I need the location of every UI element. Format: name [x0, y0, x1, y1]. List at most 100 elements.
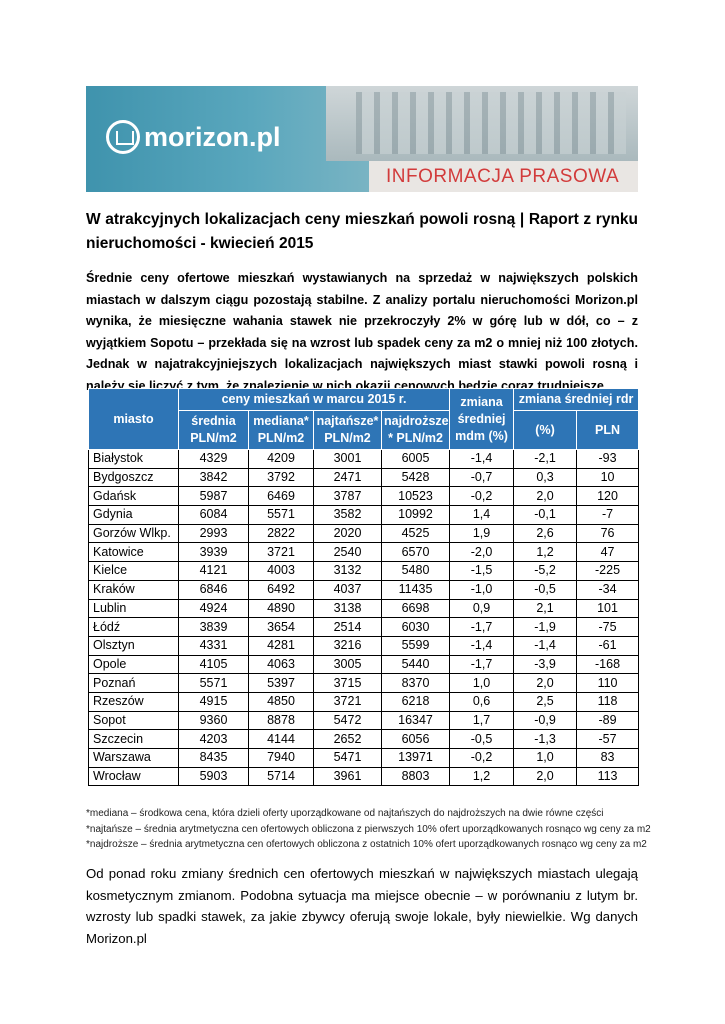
value-cell: 3842 [178, 467, 249, 488]
value-cell: 5472 [313, 710, 382, 731]
value-cell: -0,7 [449, 467, 515, 488]
city-cell: Warszawa [88, 748, 179, 768]
value-cell: 4144 [248, 729, 314, 749]
value-cell: 1,2 [513, 542, 578, 563]
city-cell: Łódź [88, 617, 179, 637]
value-cell: 4063 [248, 654, 314, 675]
table-row: Warszawa 8435 7940 5471 13971 -0,2 1,0 83 [88, 748, 640, 768]
value-cell: 10 [576, 467, 640, 488]
value-cell: 110 [576, 673, 640, 693]
value-cell: 1,9 [449, 523, 515, 544]
value-cell: 3654 [248, 617, 314, 637]
city-cell: Gdańsk [88, 486, 179, 507]
value-cell: 3721 [248, 542, 314, 563]
header-row: miasto ceny mieszkań w marcu 2015 r. zmian… [88, 388, 640, 450]
value-cell: 83 [576, 748, 640, 768]
value-cell: 3839 [178, 617, 249, 637]
city-cell: Katowice [88, 542, 179, 563]
value-cell: 118 [576, 691, 640, 712]
value-cell: 6469 [248, 486, 314, 507]
value-cell: 3792 [248, 467, 314, 488]
value-cell: 2,0 [513, 673, 578, 693]
value-cell: -1,9 [513, 617, 578, 637]
city-cell: Olsztyn [88, 635, 179, 656]
value-cell: 16347 [380, 710, 451, 731]
value-cell: 4105 [178, 654, 249, 675]
city-cell: Opole [88, 654, 179, 675]
logo: morizon.pl [106, 120, 281, 154]
table-row: Łódź 3839 3654 2514 6030 -1,7 -1,9 -75 [88, 617, 640, 637]
value-cell: 4525 [380, 523, 451, 544]
table-row: Olsztyn 4331 4281 3216 5599 -1,4 -1,4 -61 [88, 635, 640, 656]
table-row: Bydgoszcz 3842 3792 2471 5428 -0,7 0,3 10 [88, 467, 640, 488]
value-cell: 4203 [178, 729, 249, 749]
value-cell: 3787 [313, 486, 382, 507]
value-cell: -1,0 [449, 579, 515, 600]
value-cell: -0,1 [513, 505, 578, 525]
value-cell: 4121 [178, 561, 249, 581]
footnote: *mediana – środkowa cena, która dzieli o… [86, 808, 604, 819]
value-cell: 4924 [178, 598, 249, 619]
value-cell: -1,7 [449, 617, 515, 637]
value-cell: 13971 [380, 748, 451, 768]
value-cell: 5480 [380, 561, 451, 581]
value-cell: 11435 [380, 579, 451, 600]
value-cell: 76 [576, 523, 640, 544]
table-row: Kraków 6846 6492 4037 11435 -1,0 -0,5 -34 [88, 579, 640, 600]
value-cell: 4281 [248, 635, 314, 656]
table-row: Opole 4105 4063 3005 5440 -1,7 -3,9 -168 [88, 654, 640, 675]
value-cell: 5428 [380, 467, 451, 488]
value-cell: 2,6 [513, 523, 578, 544]
city-cell: Gorzów Wlkp. [88, 523, 179, 544]
value-cell: 6846 [178, 579, 249, 600]
table-row: Szczecin 4203 4144 2652 6056 -0,5 -1,3 -57 [88, 729, 640, 749]
table-row: Kielce 4121 4003 3132 5480 -1,5 -5,2 -225 [88, 561, 640, 581]
table-row: Rzeszów 4915 4850 3721 6218 0,6 2,5 118 [88, 691, 640, 712]
value-cell: 8878 [248, 710, 314, 731]
value-cell: 5714 [248, 766, 314, 787]
value-cell: -3,9 [513, 654, 578, 675]
value-cell: 2,0 [513, 486, 578, 507]
value-cell: 2020 [313, 523, 382, 544]
value-cell: 2540 [313, 542, 382, 563]
value-cell: -0,5 [513, 579, 578, 600]
value-cell: 113 [576, 766, 640, 787]
table-row: Sopot 9360 8878 5472 16347 1,7 -0,9 -89 [88, 710, 640, 731]
footnote: *najtańsze – średnia arytmetyczna cen of… [86, 823, 651, 835]
value-cell: 1,7 [449, 710, 515, 731]
value-cell: 6492 [248, 579, 314, 600]
logo-text: morizon.pl [144, 121, 281, 152]
value-cell: 4850 [248, 691, 314, 712]
value-cell: 6698 [380, 598, 451, 619]
value-cell: 5903 [178, 766, 249, 787]
value-cell: 5987 [178, 486, 249, 507]
value-cell: 2,1 [513, 598, 578, 619]
value-cell: 4890 [248, 598, 314, 619]
city-cell: Poznań [88, 673, 179, 693]
value-cell: -34 [576, 579, 640, 600]
value-cell: 10992 [380, 505, 451, 525]
value-cell: -57 [576, 729, 640, 749]
value-cell: 2993 [178, 523, 249, 544]
city-cell: Kraków [88, 579, 179, 600]
value-cell: 10523 [380, 486, 451, 507]
value-cell: -93 [576, 449, 640, 469]
value-cell: 2,5 [513, 691, 578, 712]
logo-icon [106, 120, 140, 154]
value-cell: 2514 [313, 617, 382, 637]
value-cell: -168 [576, 654, 640, 675]
value-cell: -1,3 [513, 729, 578, 749]
value-cell: 3961 [313, 766, 382, 787]
banner-building [356, 92, 626, 154]
city-cell: Sopot [88, 710, 179, 731]
value-cell: 7940 [248, 748, 314, 768]
header-cell: najtańsze* PLN/m2 [313, 410, 382, 450]
value-cell: 6570 [380, 542, 451, 563]
value-cell: 6084 [178, 505, 249, 525]
value-cell: -75 [576, 617, 640, 637]
value-cell: 4037 [313, 579, 382, 600]
value-cell: 5440 [380, 654, 451, 675]
city-cell: Gdynia [88, 505, 179, 525]
lead: Średnie ceny ofertowe mieszkań wystawian… [86, 271, 638, 393]
value-cell: 6030 [380, 617, 451, 637]
